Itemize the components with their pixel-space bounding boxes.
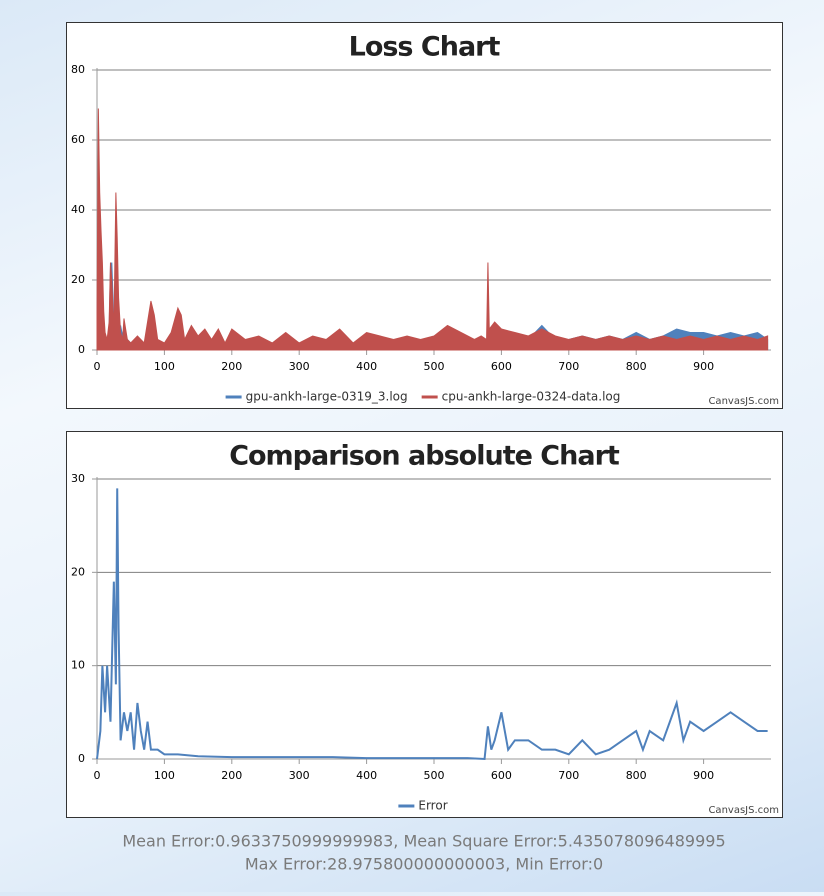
x-tick-label: 200 — [221, 769, 242, 782]
x-tick-label: 0 — [94, 360, 101, 373]
x-tick-label: 900 — [693, 769, 714, 782]
y-tick-label: 80 — [71, 63, 85, 76]
legend-label: gpu-ankh-large-0319_3.log — [246, 390, 408, 404]
x-tick-label: 0 — [94, 769, 101, 782]
x-tick-label: 100 — [154, 360, 175, 373]
x-tick-label: 300 — [289, 769, 310, 782]
legend-label: Error — [418, 799, 447, 813]
x-tick-label: 700 — [558, 360, 579, 373]
chart-title: Comparison absolute Chart — [229, 441, 620, 472]
x-tick-label: 400 — [356, 360, 377, 373]
y-tick-label: 40 — [71, 203, 85, 216]
x-tick-label: 900 — [693, 360, 714, 373]
x-tick-label: 200 — [221, 360, 242, 373]
x-tick-label: 600 — [491, 360, 512, 373]
credit: CanvasJS.com — [708, 805, 779, 816]
legend-label: cpu-ankh-large-0324-data.log — [442, 390, 621, 404]
line — [96, 488, 768, 761]
y-tick-label: 10 — [71, 659, 85, 672]
x-tick-label: 800 — [626, 769, 647, 782]
y-tick-label: 60 — [71, 133, 85, 146]
y-tick-label: 20 — [71, 273, 85, 286]
x-tick-label: 500 — [424, 769, 445, 782]
x-tick-label: 400 — [356, 769, 377, 782]
footer-line: Max Error:28.975800000000003, Min Error:… — [245, 855, 603, 874]
chart-frame — [66, 431, 783, 818]
x-tick-label: 600 — [491, 769, 512, 782]
y-tick-label: 20 — [71, 565, 85, 578]
chart-title: Loss Chart — [349, 32, 501, 63]
y-tick-label: 0 — [78, 752, 85, 765]
x-tick-label: 800 — [626, 360, 647, 373]
y-tick-label: 30 — [71, 472, 85, 485]
area — [96, 108, 769, 351]
footer-line: Mean Error:0.9633750999999983, Mean Squa… — [122, 832, 725, 851]
x-tick-label: 100 — [154, 769, 175, 782]
x-tick-label: 500 — [424, 360, 445, 373]
x-tick-label: 300 — [289, 360, 310, 373]
chart-frame — [66, 22, 783, 409]
y-tick-label: 0 — [78, 343, 85, 356]
credit: CanvasJS.com — [708, 396, 779, 407]
x-tick-label: 700 — [558, 769, 579, 782]
